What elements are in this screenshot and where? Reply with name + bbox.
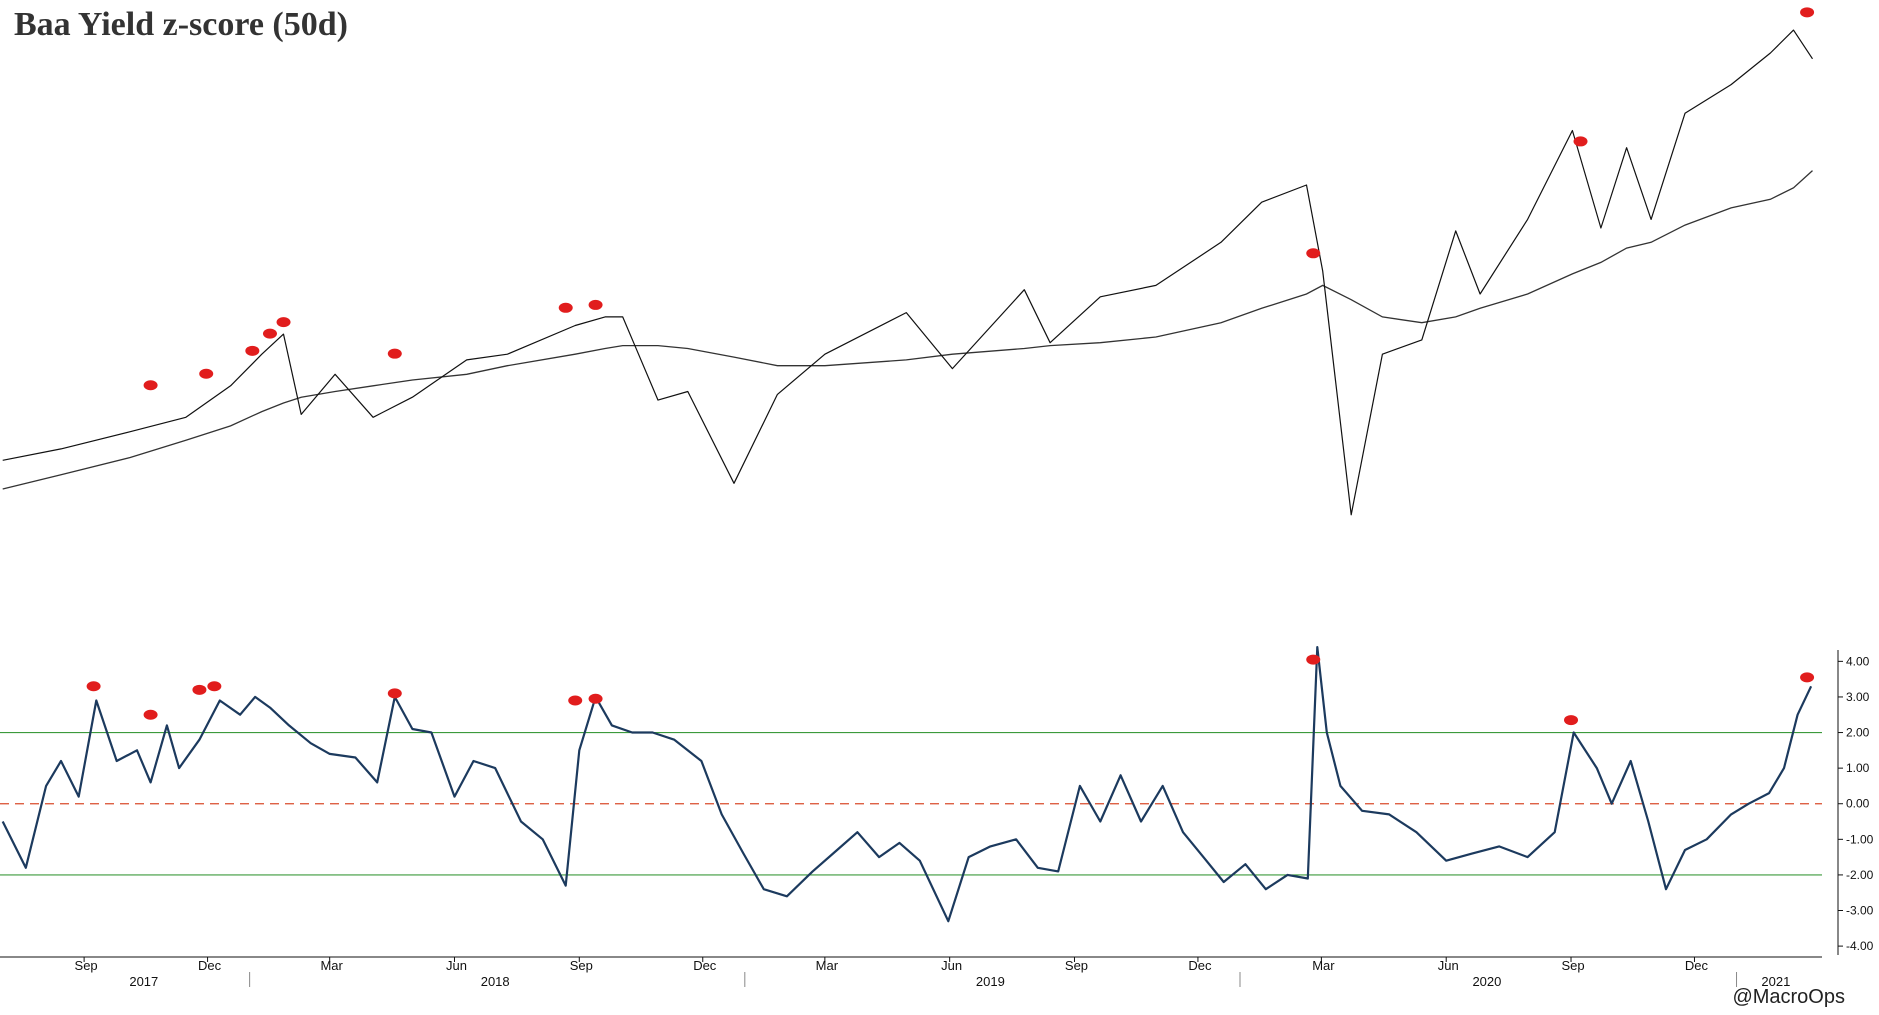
x-month-label: Sep — [1065, 958, 1088, 973]
price-signal-marker — [1306, 248, 1321, 259]
zscore-signal-marker — [1564, 715, 1579, 726]
zscore-signal-marker — [387, 688, 402, 699]
chart-title: Baa Yield z-score (50d) — [14, 6, 348, 43]
price-panel — [2, 7, 1815, 516]
zscore-signal-marker — [143, 709, 158, 720]
x-month-label: Mar — [1312, 958, 1335, 973]
y-tick-label: -1.00 — [1846, 832, 1874, 846]
x-month-label: Dec — [1188, 958, 1212, 973]
x-axis: Sep Dec Mar Jun Sep Dec Mar Jun Sep Dec Mar Jun Sep D… — [0, 956, 1822, 989]
price-line — [2, 29, 1814, 516]
x-month-label: Dec — [198, 958, 222, 973]
y-tick-label: 3.00 — [1846, 690, 1870, 704]
x-year-label: 2020 — [1472, 974, 1501, 989]
x-month-label: Sep — [570, 958, 593, 973]
zscore-signal-marker — [1306, 654, 1321, 665]
x-month-label: Dec — [1685, 958, 1709, 973]
price-signal-marker — [1573, 136, 1588, 147]
price-signal-marker — [558, 302, 573, 313]
zscore-signal-marker — [207, 681, 222, 692]
credit-label: @MacroOps — [1732, 986, 1845, 1008]
x-month-label: Mar — [816, 958, 839, 973]
price-signal-marker — [245, 345, 260, 356]
zscore-panel: 4.00 3.00 2.00 1.00 0.00 -1.00 -2.00 -3.00 -4.00 — [0, 645, 1874, 955]
x-year-label: 2017 — [129, 974, 158, 989]
x-year-label: 2018 — [481, 974, 510, 989]
x-month-label: Jun — [941, 958, 962, 973]
price-signal-marker — [199, 368, 214, 379]
x-month-label: Sep — [1561, 958, 1584, 973]
zscore-signal-marker — [192, 684, 207, 695]
zscore-line — [1, 645, 1813, 923]
price-signal-marker — [588, 299, 603, 310]
price-signal-marker — [262, 328, 277, 339]
price-signal-marker — [276, 317, 291, 328]
price-signal-marker — [387, 348, 402, 359]
x-month-label: Sep — [75, 958, 98, 973]
zscore-signal-marker — [588, 693, 603, 704]
x-year-label: 2021 — [1761, 974, 1790, 989]
y-tick-label: 4.00 — [1846, 654, 1870, 668]
x-month-label: Mar — [320, 958, 343, 973]
price-signal-marker — [143, 380, 158, 391]
price-signal-marker — [1800, 7, 1815, 18]
zscore-signal-marker — [86, 681, 101, 692]
y-tick-label: 2.00 — [1846, 726, 1870, 740]
y-tick-label: -4.00 — [1846, 939, 1874, 953]
y-tick-label: -2.00 — [1846, 868, 1874, 882]
x-month-label: Jun — [1438, 958, 1459, 973]
x-year-label: 2019 — [976, 974, 1005, 989]
zscore-signal-marker — [1800, 672, 1815, 683]
y-tick-label: -3.00 — [1846, 904, 1874, 918]
x-month-label: Jun — [446, 958, 467, 973]
y-tick-label: 1.00 — [1846, 761, 1870, 775]
x-month-label: Dec — [693, 958, 717, 973]
y-tick-label: 0.00 — [1846, 797, 1870, 811]
zscore-signal-marker — [568, 695, 583, 706]
